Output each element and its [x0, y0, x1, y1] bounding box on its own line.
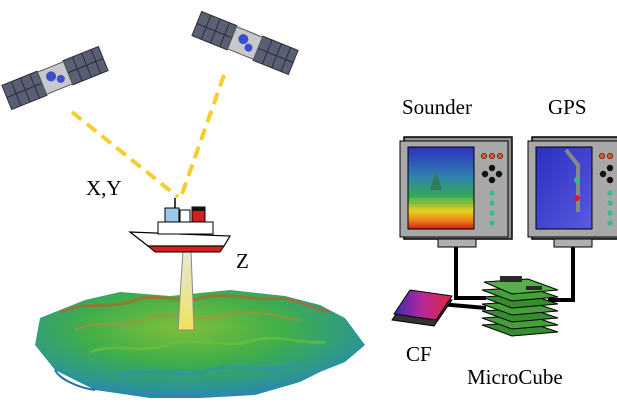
signal-line-right	[179, 74, 226, 198]
sounder-cable	[454, 247, 486, 300]
sounder-label: Sounder	[402, 95, 472, 119]
z-label: Z	[236, 249, 249, 273]
cf-card-icon	[391, 289, 453, 327]
satellite-right-icon	[191, 10, 299, 76]
gps-stand	[553, 238, 593, 248]
sonar-beam	[177, 249, 195, 331]
sounder-monitor-icon	[399, 136, 513, 240]
sounder-stand	[437, 238, 477, 248]
microcube-label: MicroCube	[467, 365, 563, 389]
satellite-left-icon	[1, 45, 109, 111]
microcube-stack-icon	[481, 276, 559, 337]
gps-cable	[548, 247, 575, 302]
xy-label: X,Y	[86, 176, 122, 200]
gps-label: GPS	[548, 95, 587, 119]
terrain-icon	[35, 290, 365, 398]
signal-line-left	[70, 110, 180, 199]
ship-icon	[128, 198, 232, 253]
cf-label: CF	[406, 342, 432, 366]
gps-monitor-icon	[527, 136, 617, 240]
